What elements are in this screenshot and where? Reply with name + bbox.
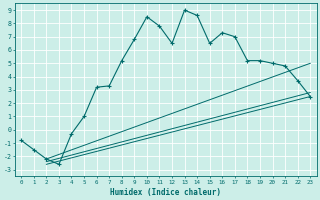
X-axis label: Humidex (Indice chaleur): Humidex (Indice chaleur)	[110, 188, 221, 197]
